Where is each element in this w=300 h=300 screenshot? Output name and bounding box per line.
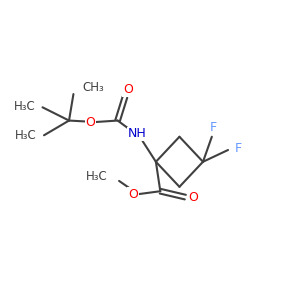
- Text: F: F: [210, 122, 217, 134]
- Text: O: O: [123, 83, 133, 96]
- Text: CH₃: CH₃: [82, 81, 104, 94]
- Text: O: O: [85, 116, 95, 128]
- Text: O: O: [188, 190, 198, 204]
- Text: NH: NH: [128, 127, 147, 140]
- Text: H₃C: H₃C: [14, 100, 35, 113]
- Text: O: O: [128, 188, 138, 201]
- Text: H₃C: H₃C: [85, 170, 107, 183]
- Text: F: F: [235, 142, 242, 155]
- Text: H₃C: H₃C: [15, 129, 37, 142]
